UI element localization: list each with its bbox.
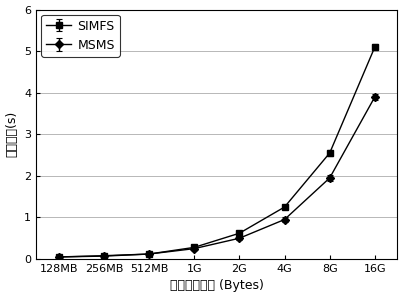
X-axis label: 写入文件大小 (Bytes): 写入文件大小 (Bytes) [170, 280, 264, 292]
Y-axis label: 平均延迟(s): 平均延迟(s) [6, 111, 19, 157]
Legend: SIMFS, MSMS: SIMFS, MSMS [41, 15, 120, 57]
